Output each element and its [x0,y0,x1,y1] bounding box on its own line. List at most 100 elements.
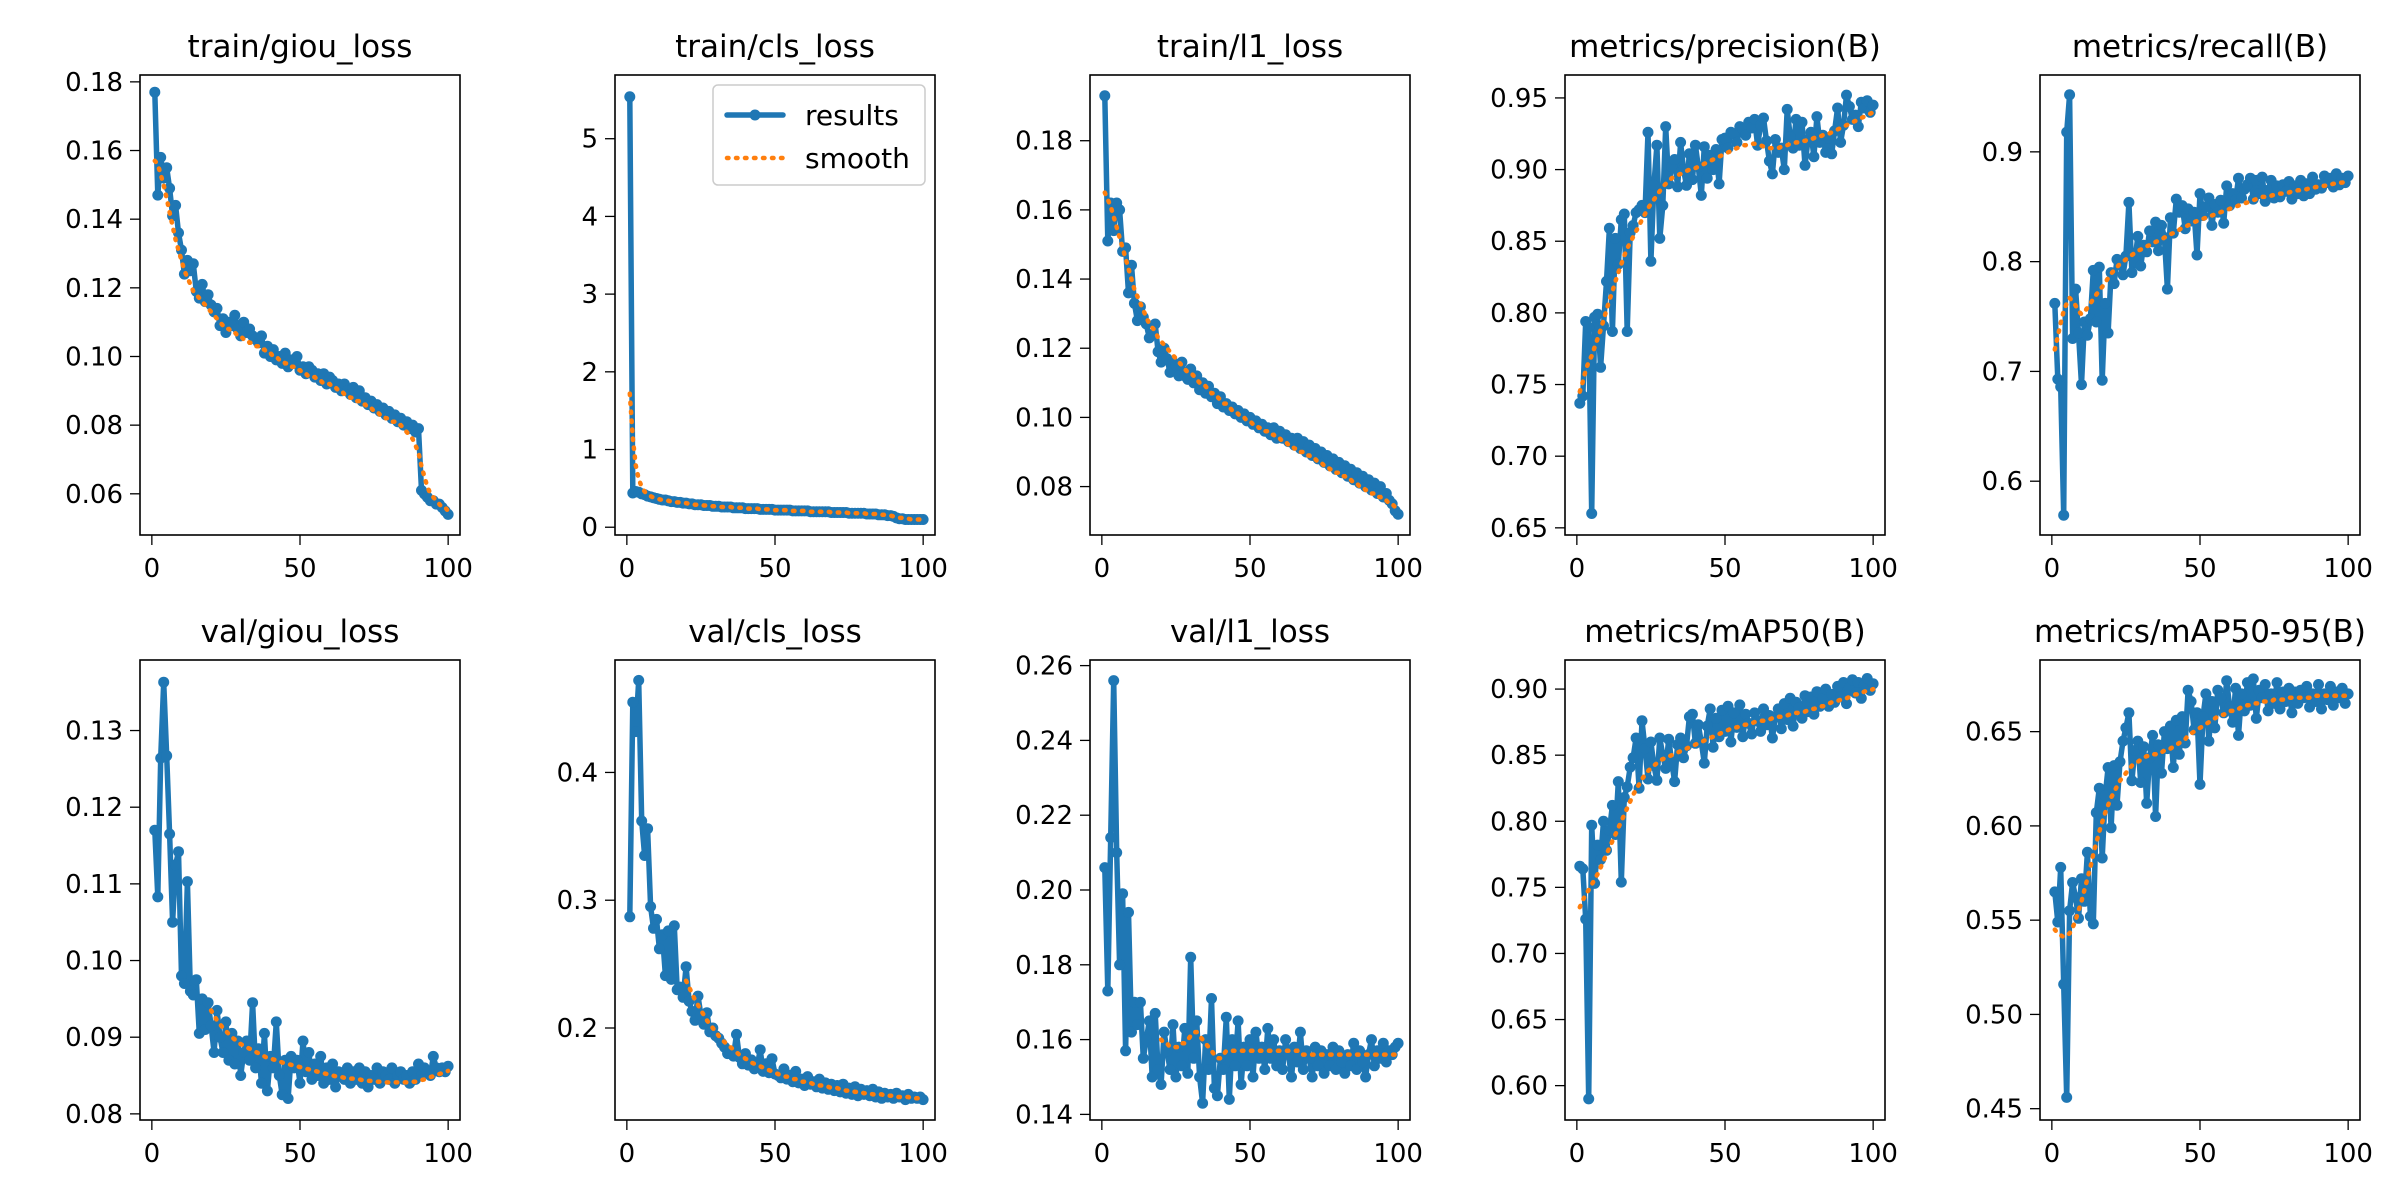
panel-train-cls-loss-results-points [624,91,929,525]
panel-metrics-recall-b-title: metrics/recall(B) [2072,29,2328,65]
panel-metrics-precision-b-ytick-label: 0.90 [1490,156,1548,186]
panel-metrics-map50-b-results-point [1636,715,1648,727]
panel-metrics-precision-b-results-point [1645,255,1657,267]
panel-val-cls-loss: val/cls_loss 0 50 100 0.2 0.3 0.4 [557,614,948,1169]
panel-metrics-map50-95-b-results-point [2313,679,2324,690]
panel-val-giou-loss-results-point [235,1070,247,1081]
panel-val-l1-loss-title: val/l1_loss [1170,614,1330,650]
panel-metrics-map50-b-ytick-label: 0.70 [1490,939,1548,969]
panel-metrics-map50-b-results-point [1701,720,1713,732]
panel-train-giou-loss-results-point [170,199,182,211]
panel-val-l1-loss-results-point [1179,1022,1191,1034]
panel-metrics-recall-b-xtick-label: 50 [2183,554,2216,584]
panel-val-l1-loss-results-point [1217,1064,1229,1075]
panel-val-cls-loss-smooth-line [683,978,926,1101]
panel-metrics-map50-95-b-results-point [2126,775,2138,787]
panel-metrics-precision-b-results-point [1778,164,1790,176]
panel-metrics-map50-b-results-point [1725,736,1737,748]
panel-val-cls-loss-results-point [627,696,639,708]
panel-metrics-recall-b-results-point [2090,316,2102,328]
panel-train-cls-loss-ytick-label: 2 [581,358,598,388]
panel-val-giou-loss-results-point [270,1016,282,1028]
panel-val-giou-loss-results-point [152,891,164,903]
panel-metrics-recall-b-results-point [2236,192,2247,204]
panel-metrics-recall-b-results-point [2049,297,2061,309]
panel-metrics-map50-95-b-results-point [2274,703,2286,715]
panel-val-l1-loss-results-point [1134,996,1146,1008]
panel-metrics-precision-b-results-point [1832,102,1844,114]
panel-train-giou-loss-results-point [413,423,424,435]
panel-val-l1-loss-results-point [1294,1026,1306,1038]
panel-val-l1-loss-results-point [1206,993,1217,1004]
panel-val-l1-loss-results-point [1377,1037,1389,1049]
panel-metrics-map50-b-results-point [1615,876,1627,888]
panel-train-giou-loss-results-point [291,351,303,362]
panel-train-giou-loss-results-point [202,289,214,301]
panel-val-giou-loss-xtick-label: 50 [283,1139,316,1169]
panel-train-l1-loss-title: train/l1_loss [1157,29,1343,65]
panel-metrics-precision-b-ytick-label: 0.95 [1490,84,1548,114]
panel-metrics-map50-b-xtick-label: 100 [1848,1139,1898,1169]
panel-val-l1-loss-results-point [1203,1064,1214,1075]
panel-val-l1-loss-results-point [1297,1064,1309,1075]
panel-val-giou-loss-results-point [261,1085,273,1097]
panel-metrics-map50-95-b-results-point [2141,797,2153,809]
panel-metrics-recall-b-results-point [2093,261,2105,273]
panel-val-giou-loss-results-point [241,1035,253,1047]
panel-metrics-map50-95-b-axes-frame [2039,659,2361,1121]
panel-val-giou-loss-results-points [149,676,454,1104]
panel-metrics-precision-b: metrics/precision(B) 0 50 100 0.65 0.70 0.75 0.… [1490,29,1898,584]
panel-metrics-map50-95-b-results-point [2316,703,2327,715]
panel-val-cls-loss-results-point [665,973,677,985]
panel-val-cls-loss-results-point [633,674,645,686]
panel-metrics-map50-b-results-point [1808,708,1820,720]
panel-metrics-map50-95-b-results-point [2093,782,2105,794]
panel-metrics-recall-b: metrics/recall(B) 0 50 100 0.6 0.7 0.8 0.9 [1982,29,2373,584]
panel-val-giou-loss-results-point [250,1062,262,1074]
panel-metrics-precision-b-title: metrics/precision(B) [1569,29,1881,65]
panel-val-giou-loss-ytick-label: 0.09 [65,1023,123,1053]
panel-metrics-map50-b-xtick-label: 0 [1569,1139,1586,1169]
panel-val-l1-loss-results-point [1262,1022,1274,1034]
panel-train-giou-loss-results-point [211,302,223,314]
panel-train-l1-loss-ytick-label: 0.18 [1015,127,1073,157]
panel-metrics-precision-b-results-point [1852,121,1864,133]
panel-metrics-precision-b-xtick-label: 100 [1848,554,1898,584]
panel-metrics-map50-95-b-results-point [2200,688,2212,700]
panel-val-giou-loss-results-point [294,1077,306,1089]
panel-metrics-recall-b-results-point [2218,217,2230,229]
panel-metrics-map50-95-b-results-point [2061,1091,2073,1103]
panel-metrics-map50-95-b-ytick-label: 0.60 [1965,812,2023,842]
panel-val-giou-loss-results-point [208,1047,220,1058]
panel-train-giou-loss-results-point [149,86,161,98]
panel-val-giou-loss-ytick-label: 0.13 [65,717,123,747]
panel-metrics-map50-b-results-point [1612,776,1624,788]
panel-train-cls-loss: train/cls_loss 0 50 100 0 1 2 3 4 5 results smooth [581,29,948,584]
panel-metrics-map50-95-b-results-point [2150,811,2162,822]
panel-metrics-map50-b-results-point [1678,752,1689,764]
panel-metrics-map50-95-b-xtick-label: 50 [2183,1139,2216,1169]
panel-val-cls-loss-ytick-label: 0.4 [557,758,598,788]
panel-metrics-map50-95-b-results-point [2176,711,2188,723]
panel-metrics-map50-b-results-point [1775,723,1787,735]
panel-metrics-precision-b-results-point [1769,134,1781,145]
panel-val-l1-loss-results-point [1247,1071,1259,1083]
panel-val-cls-loss-results-point [766,1053,778,1065]
panel-val-giou-loss-results-point [256,1077,267,1089]
panel-metrics-precision-b-results-point [1849,109,1861,121]
panel-metrics-map50-b-results-point [1686,708,1698,720]
panel-metrics-precision-b-results-point [1799,159,1811,171]
panel-metrics-map50-b-ytick-label: 0.75 [1490,873,1548,903]
panel-val-cls-loss-results-point [653,943,665,955]
panel-metrics-map50-b-results-point [1598,815,1609,827]
panel-val-l1-loss-results-point [1188,1052,1200,1064]
legend-results-marker [749,109,761,121]
panel-metrics-recall-b-results-point [2076,379,2087,391]
panel-metrics-map50-b-results-points [1574,673,1879,1105]
panel-val-l1-loss-results-point [1380,1056,1392,1068]
panel-val-l1-loss-results-point [1211,1090,1223,1102]
panel-metrics-map50-95-b-results-point [2153,739,2164,751]
panel-metrics-map50-95-b-xtick-label: 100 [2323,1139,2373,1169]
panel-metrics-map50-95-b: metrics/mAP50-95(B) 0 50 100 0.45 0.50 0.55 0.6… [1965,614,2373,1169]
